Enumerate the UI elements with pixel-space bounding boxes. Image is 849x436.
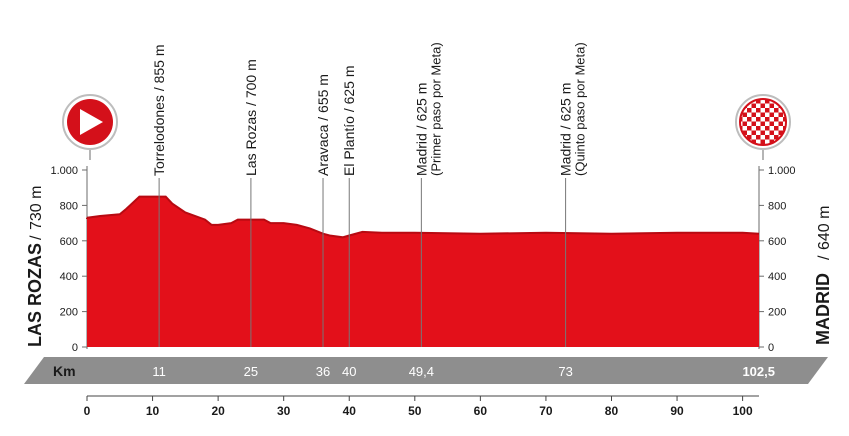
point-separator: /	[341, 104, 357, 116]
finish-altitude: 640 m	[816, 206, 833, 250]
point-label: Las Rozas / 700 m	[243, 59, 259, 176]
x-tick-label: 40	[343, 404, 357, 418]
x-tick-label: 100	[733, 404, 753, 418]
km-mark-label: 40	[342, 364, 356, 379]
x-tick-label: 20	[211, 404, 225, 418]
y-tick-label-left: 0	[72, 342, 78, 354]
finish-separator: /	[816, 255, 833, 260]
point-separator: /	[151, 83, 167, 95]
y-tick-label-left: 800	[60, 200, 78, 212]
y-tick-label-right: 600	[768, 236, 786, 248]
climb-point-label: Torrelodones / 855 m	[151, 44, 167, 176]
y-tick-label-left: 600	[60, 236, 78, 248]
x-tick-label: 0	[84, 404, 91, 418]
x-tick-label: 60	[474, 404, 488, 418]
km-mark-label: 36	[316, 364, 330, 379]
y-tick-label-right: 800	[768, 200, 786, 212]
point-name: Madrid	[413, 133, 429, 176]
elevation-area	[87, 196, 759, 347]
climb-point-label: Madrid / 625 m (Primer paso por Meta)	[413, 42, 443, 176]
x-tick-label: 90	[670, 404, 684, 418]
point-name: Torrelodones	[151, 95, 167, 176]
point-label: Madrid / 625 m	[413, 83, 429, 176]
point-altitude: 855 m	[151, 44, 167, 83]
point-name: Aravaca	[315, 124, 331, 176]
y-tick-label-left: 200	[60, 307, 78, 319]
point-separator: /	[243, 98, 259, 110]
km-mark-label: 102,5	[742, 364, 775, 379]
km-mark-label: 49,4	[409, 364, 434, 379]
km-mark-label: 73	[558, 364, 572, 379]
point-name: Las Rozas	[243, 110, 259, 176]
point-label: Aravaca / 655 m	[315, 74, 331, 176]
point-name: Madrid	[558, 133, 574, 176]
x-tick-label: 10	[146, 404, 160, 418]
km-mark-label: 25	[244, 364, 258, 379]
point-label: El Plantío / 625 m	[341, 65, 357, 176]
x-tick-label: 50	[408, 404, 422, 418]
climb-point-label: Las Rozas / 700 m	[243, 59, 259, 176]
km-band	[24, 357, 828, 384]
point-label: Madrid / 625 m	[558, 83, 574, 176]
checkered-flag-icon	[735, 94, 791, 160]
point-altitude: 700 m	[243, 59, 259, 98]
x-tick-label: 70	[539, 404, 553, 418]
y-tick-label-left: 400	[60, 271, 78, 283]
x-tick-label: 30	[277, 404, 291, 418]
climb-point-label: El Plantío / 625 m	[341, 65, 357, 176]
point-altitude: 625 m	[413, 83, 429, 122]
y-tick-label-right: 0	[768, 342, 774, 354]
start-separator: /	[28, 235, 45, 240]
point-separator: /	[558, 122, 574, 134]
point-separator: /	[315, 113, 331, 125]
km-mark-label: 11	[152, 364, 166, 379]
point-note: (Primer paso por Meta)	[428, 42, 443, 176]
point-note: (Quinto paso por Meta)	[573, 42, 588, 176]
y-tick-label-right: 200	[768, 307, 786, 319]
start-name: LAS ROZAS	[25, 243, 45, 347]
elevation-line	[86, 195, 760, 239]
point-altitude: 625 m	[558, 83, 574, 122]
y-tick-label-right: 1.000	[768, 165, 796, 177]
x-tick-label: 80	[605, 404, 619, 418]
play-icon	[62, 94, 118, 160]
climb-point-label: Aravaca / 655 m	[315, 74, 331, 176]
y-tick-label-right: 400	[768, 271, 786, 283]
point-altitude: 655 m	[315, 74, 331, 113]
point-name: El Plantío	[341, 116, 357, 176]
point-separator: /	[413, 122, 429, 134]
climb-point-label: Madrid / 625 m (Quinto paso por Meta)	[558, 42, 588, 176]
point-altitude: 625 m	[341, 65, 357, 104]
start-altitude: 730 m	[28, 186, 45, 230]
km-band-label: Km	[53, 363, 76, 379]
y-tick-label-left: 1.000	[50, 165, 78, 177]
finish-name: MADRID	[813, 273, 833, 345]
point-label: Torrelodones / 855 m	[151, 44, 167, 176]
